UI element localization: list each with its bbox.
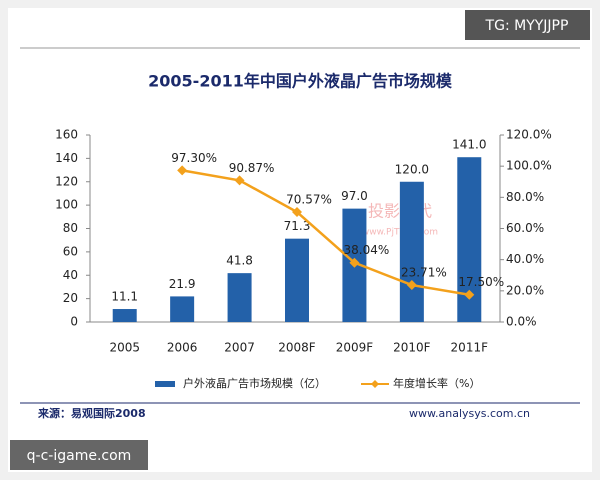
x-tick-label: 2010F	[393, 341, 431, 355]
legend-marker	[371, 380, 379, 388]
y2-tick-label: 40.0%	[506, 252, 544, 266]
y2-tick-label: 80.0%	[506, 190, 544, 204]
x-tick-label: 2008F	[278, 341, 316, 355]
bar	[399, 181, 424, 322]
y-tick-label: 20	[63, 291, 78, 305]
x-tick-label: 2007	[224, 341, 255, 355]
chart-title: 2005-2011年中国户外液晶广告市场规模	[148, 72, 453, 91]
source: 来源：易观国际2008	[37, 406, 146, 420]
bar-label: 21.9	[169, 277, 196, 291]
x-tick-label: 2006	[167, 341, 198, 355]
x-tick-label: 2009F	[336, 341, 374, 355]
point-label: 17.50%	[458, 275, 504, 289]
point	[349, 257, 360, 268]
x-tick-label: 2005	[109, 341, 140, 355]
y-tick-label: 140	[55, 151, 78, 165]
bar-label: 141.0	[452, 138, 486, 152]
y-tick-label: 120	[55, 174, 78, 188]
point	[177, 165, 188, 176]
y2-tick-label: 0.0%	[506, 315, 537, 329]
legend-label: 户外液晶广告市场规模（亿）	[183, 376, 326, 390]
y2-tick-label: 60.0%	[506, 221, 544, 235]
bar-label: 41.8	[226, 254, 253, 268]
bar-label: 97.0	[341, 189, 368, 203]
point-label: 70.57%	[286, 193, 332, 207]
point	[406, 280, 417, 291]
y2-tick-label: 120.0%	[506, 128, 552, 142]
bar	[227, 273, 252, 322]
bar	[112, 309, 137, 322]
point-label: 97.30%	[171, 151, 217, 165]
y-tick-label: 80	[63, 221, 78, 235]
bar-label: 71.3	[284, 219, 311, 233]
point	[292, 207, 302, 218]
site-text: q-c-igame.com	[27, 448, 132, 464]
bar-label: 120.0	[395, 162, 429, 176]
bar	[285, 238, 309, 322]
point-label: 90.87%	[229, 161, 275, 175]
point-label: 23.71%	[401, 266, 447, 280]
y-tick-label: 0	[70, 315, 78, 329]
y2-tick-label: 100.0%	[506, 159, 552, 173]
y-tick-label: 100	[55, 198, 78, 212]
y2-tick-label: 20.0%	[506, 283, 544, 297]
line	[181, 169, 470, 296]
x-tick-label: 2011F	[451, 341, 489, 355]
y-tick-label: 160	[55, 128, 78, 142]
bar-label: 11.1	[111, 290, 138, 304]
website: www.analysys.com.cn	[409, 407, 530, 420]
legend-label: 年度增长率（%）	[393, 376, 480, 390]
legend-swatch	[155, 381, 175, 387]
site-box	[10, 440, 148, 470]
point	[234, 175, 245, 186]
point	[464, 289, 475, 300]
tag-text: TG: MYYJJPP	[485, 18, 569, 34]
bar	[170, 296, 195, 322]
y-tick-label: 40	[63, 268, 78, 282]
tag-box	[465, 10, 590, 40]
y-tick-label: 60	[63, 244, 78, 258]
point-label: 38.04%	[344, 243, 390, 257]
